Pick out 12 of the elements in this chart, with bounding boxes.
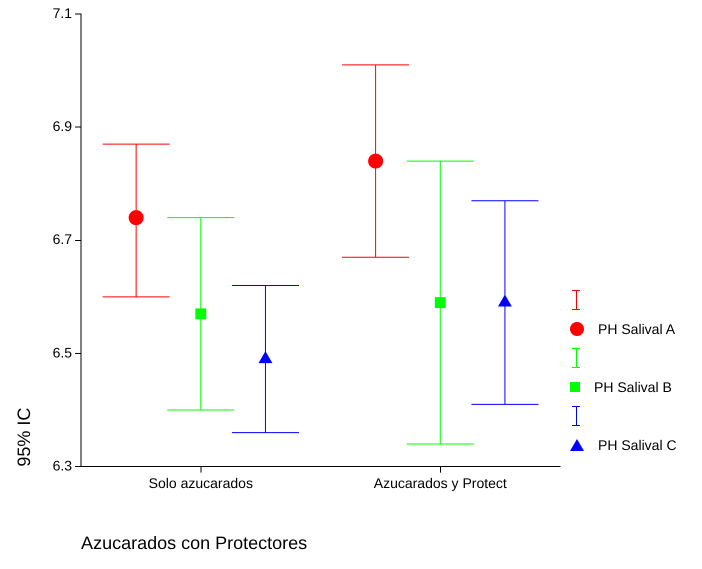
y-tick-label: 6.5: [52, 344, 72, 360]
y-tick-label: 7.1: [52, 4, 72, 21]
x-tick-label: Solo azucarados: [148, 474, 253, 491]
y-tick-label: 6.7: [52, 231, 72, 248]
x-tick-label: Azucarados y Protect: [374, 474, 507, 491]
y-tick-label: 6.9: [52, 118, 72, 134]
legend-label: PH Salival A: [598, 320, 676, 336]
legend-label: PH Salival B: [594, 378, 672, 394]
x-axis-title: Azucarados con Protectores: [81, 533, 308, 554]
y-tick-label: 6.3: [52, 457, 72, 474]
legend-label: PH Salival C: [598, 436, 677, 452]
y-axis-title: 95% IC: [14, 408, 34, 467]
